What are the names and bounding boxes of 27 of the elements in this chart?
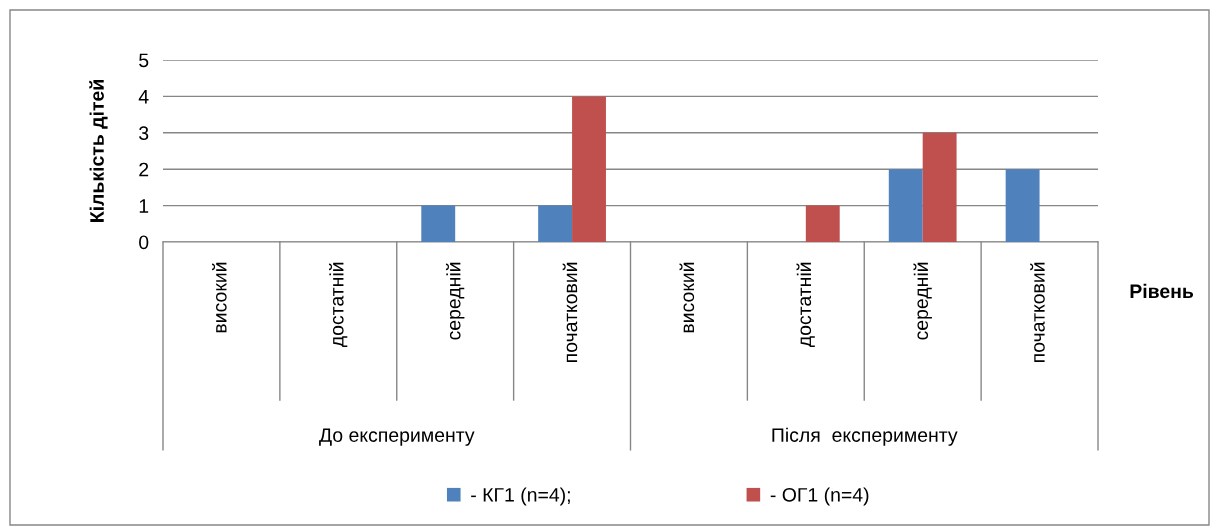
y-axis-title: Кількість дітей [89,80,108,222]
bar [572,96,606,242]
x-axis-title: Рівень [1130,283,1194,299]
x-tick-label: достатній [329,262,348,348]
x-tick-label: середній [913,262,932,340]
x-tick-label: достатній [796,262,815,348]
y-tick-label: 1 [139,199,149,213]
bar [538,205,573,242]
bar [805,205,840,242]
bar [888,169,923,242]
x-tick-label: початковий [562,262,578,362]
bar [421,205,456,242]
legend-label: - КГ1 (n=4); [471,487,570,506]
x-tick-label: середній [445,262,465,340]
text: Після експерименту [772,427,958,446]
bar [1005,169,1040,242]
x-tick-label: високий [679,262,695,333]
x-tick-label: високий [212,262,227,333]
y-tick-label: 2 [139,162,149,177]
legend-label: - ОГ1 (n=4) [770,487,869,506]
y-tick-label: 5 [139,53,149,68]
y-tick-label: 0 [139,235,149,250]
text: До експерименту [319,428,475,446]
bar [922,132,957,242]
y-tick-label: 3 [139,126,149,141]
x-tick-label: початковий [1030,262,1045,362]
y-tick-label: 4 [138,90,149,104]
